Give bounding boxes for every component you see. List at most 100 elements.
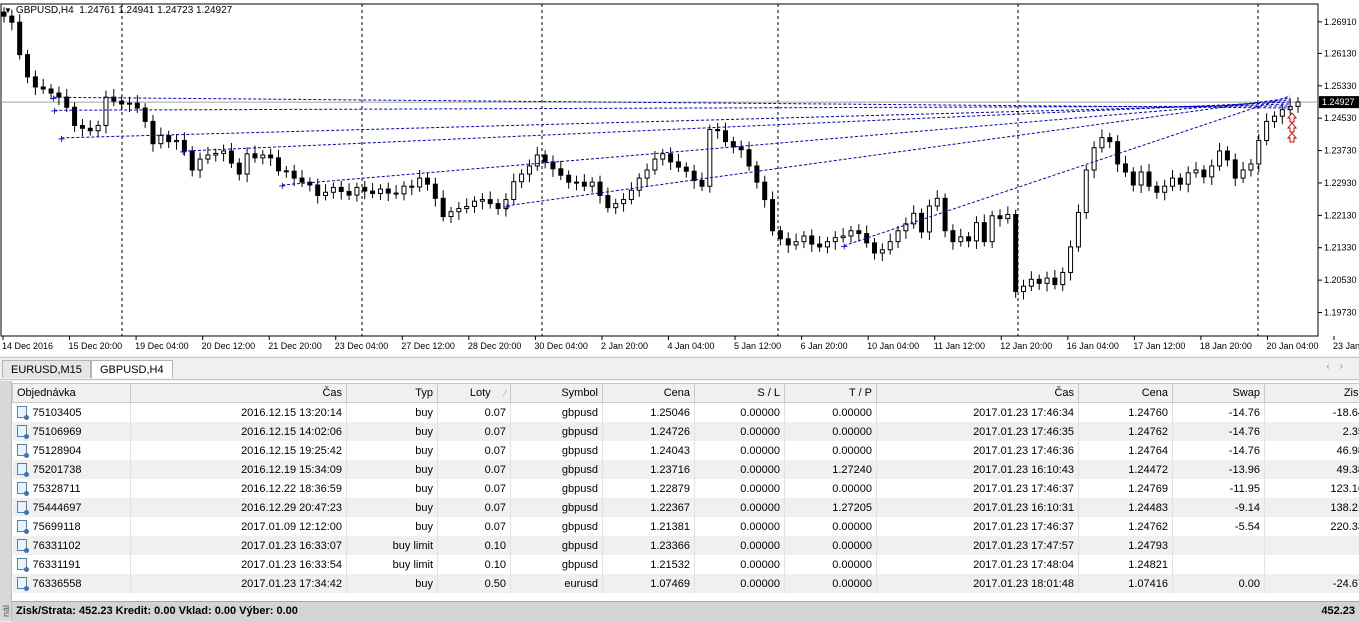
col-sl[interactable]: S / L <box>695 384 785 403</box>
candle-body-153 <box>1202 170 1206 177</box>
cell-close-time: 2017.01.23 16:10:43 <box>877 460 1079 479</box>
cell-close-price: 1.24764 <box>1079 441 1173 460</box>
col-profit[interactable]: Zisk <box>1265 384 1359 403</box>
cell-tp: 1.27240 <box>785 460 877 479</box>
cell-type: buy <box>347 422 438 441</box>
time-tick-label-20: 23 Jan 12:00 <box>1333 341 1359 351</box>
col-swap[interactable]: Swap <box>1173 384 1265 403</box>
cell-order: 75106969 <box>13 422 131 441</box>
tab-scroll-arrows[interactable]: ‹› <box>1326 361 1353 372</box>
candle-body-99 <box>778 231 782 239</box>
order-document-icon <box>17 444 27 456</box>
order-document-icon <box>17 539 27 551</box>
col-tp[interactable]: T / P <box>785 384 877 403</box>
cell-order: 76331102 <box>13 536 131 555</box>
tab-eurusd-m15[interactable]: EURUSD,M15 <box>2 360 91 378</box>
candle-body-15 <box>120 101 124 104</box>
chart-tabs: EURUSD,M15 GBPUSD,H4 ‹› <box>0 357 1359 380</box>
time-tick-label-12: 6 Jan 20:00 <box>801 341 848 351</box>
candle-body-70 <box>551 162 555 169</box>
order-document-icon <box>17 558 27 570</box>
candle-body-79 <box>622 200 626 204</box>
candle-body-91 <box>716 130 720 131</box>
cell-lots: 0.50 <box>438 574 511 593</box>
candle-body-72 <box>567 175 571 182</box>
candle-body-101 <box>794 242 798 245</box>
terminal-side-strip[interactable]: nál <box>0 381 12 621</box>
col-order[interactable]: Objednávka <box>13 384 131 403</box>
candle-body-141 <box>1108 138 1112 142</box>
col-lots[interactable]: Loty⁄ <box>438 384 511 403</box>
candle-body-17 <box>135 103 139 108</box>
cell-sl: 0.00000 <box>695 536 785 555</box>
time-tick-label-19: 20 Jan 04:00 <box>1266 341 1318 351</box>
chart-menu-triangle-icon[interactable]: ▼ <box>4 6 12 15</box>
account-summary-bar: Zisk/Strata: 452.23 Kredit: 0.00 Vklad: … <box>12 601 1359 622</box>
candle-body-4 <box>33 77 37 87</box>
candle-body-152 <box>1194 170 1198 173</box>
cell-close-price: 1.24769 <box>1079 479 1173 498</box>
col-close-time[interactable]: Čas <box>877 384 1079 403</box>
col-open-price[interactable]: Cena <box>603 384 695 403</box>
chart-symbol: GBPUSD,H4 <box>16 5 74 16</box>
candle-body-60 <box>473 201 477 206</box>
col-open-time[interactable]: Čas <box>131 384 347 403</box>
cell-open-price: 1.25046 <box>603 403 695 423</box>
cell-swap: -14.76 <box>1173 403 1265 423</box>
cell-lots: 0.07 <box>438 517 511 536</box>
chart-canvas[interactable]: 1.269101.261301.253301.245301.237301.229… <box>0 0 1359 356</box>
col-symbol[interactable]: Symbol <box>511 384 603 403</box>
time-tick-label-7: 28 Dec 20:00 <box>468 341 522 351</box>
cell-tp: 1.27205 <box>785 498 877 517</box>
col-type[interactable]: Typ <box>347 384 438 403</box>
price-tick-label-6: 1.22130 <box>1324 210 1357 220</box>
candle-body-48 <box>378 189 382 193</box>
candle-body-11 <box>88 128 92 130</box>
time-tick-label-11: 5 Jan 12:00 <box>734 341 781 351</box>
cell-profit <box>1265 555 1359 574</box>
col-close-price[interactable]: Cena <box>1079 384 1173 403</box>
candle-body-158 <box>1241 170 1245 178</box>
tab-gbpusd-h4[interactable]: GBPUSD,H4 <box>91 360 173 378</box>
candle-body-145 <box>1139 172 1143 185</box>
cell-swap: -11.95 <box>1173 479 1265 498</box>
cell-tp: 0.00000 <box>785 422 877 441</box>
order-entry-marker-0: + <box>49 93 57 104</box>
cell-sl: 0.00000 <box>695 460 785 479</box>
cell-open-time: 2016.12.29 20:47:23 <box>131 498 347 517</box>
candle-body-119 <box>935 198 939 206</box>
candle-body-135 <box>1061 272 1065 284</box>
candle-body-102 <box>802 236 806 242</box>
candle-body-77 <box>606 196 610 208</box>
candle-body-86 <box>676 162 680 167</box>
candle-body-142 <box>1116 142 1120 164</box>
candle-body-132 <box>1037 279 1041 283</box>
cell-close-price: 1.24762 <box>1079 422 1173 441</box>
orders-table: Objednávka Čas Typ Loty⁄ Symbol Cena S /… <box>12 383 1359 593</box>
candle-body-129 <box>1014 215 1018 292</box>
order-line-2 <box>61 104 1290 138</box>
cell-swap: -9.14 <box>1173 498 1265 517</box>
candle-body-149 <box>1171 178 1175 186</box>
cell-lots: 0.07 <box>438 460 511 479</box>
candle-body-74 <box>582 182 586 186</box>
candle-body-147 <box>1155 186 1159 192</box>
candle-body-30 <box>237 163 241 174</box>
candle-body-154 <box>1210 166 1214 177</box>
cell-type: buy <box>347 574 438 593</box>
candle-body-1 <box>10 16 14 22</box>
cell-profit: 220.33 <box>1265 517 1359 536</box>
summary-text: Zisk/Strata: 452.23 Kredit: 0.00 Vklad: … <box>16 602 298 621</box>
candle-body-131 <box>1029 279 1033 286</box>
